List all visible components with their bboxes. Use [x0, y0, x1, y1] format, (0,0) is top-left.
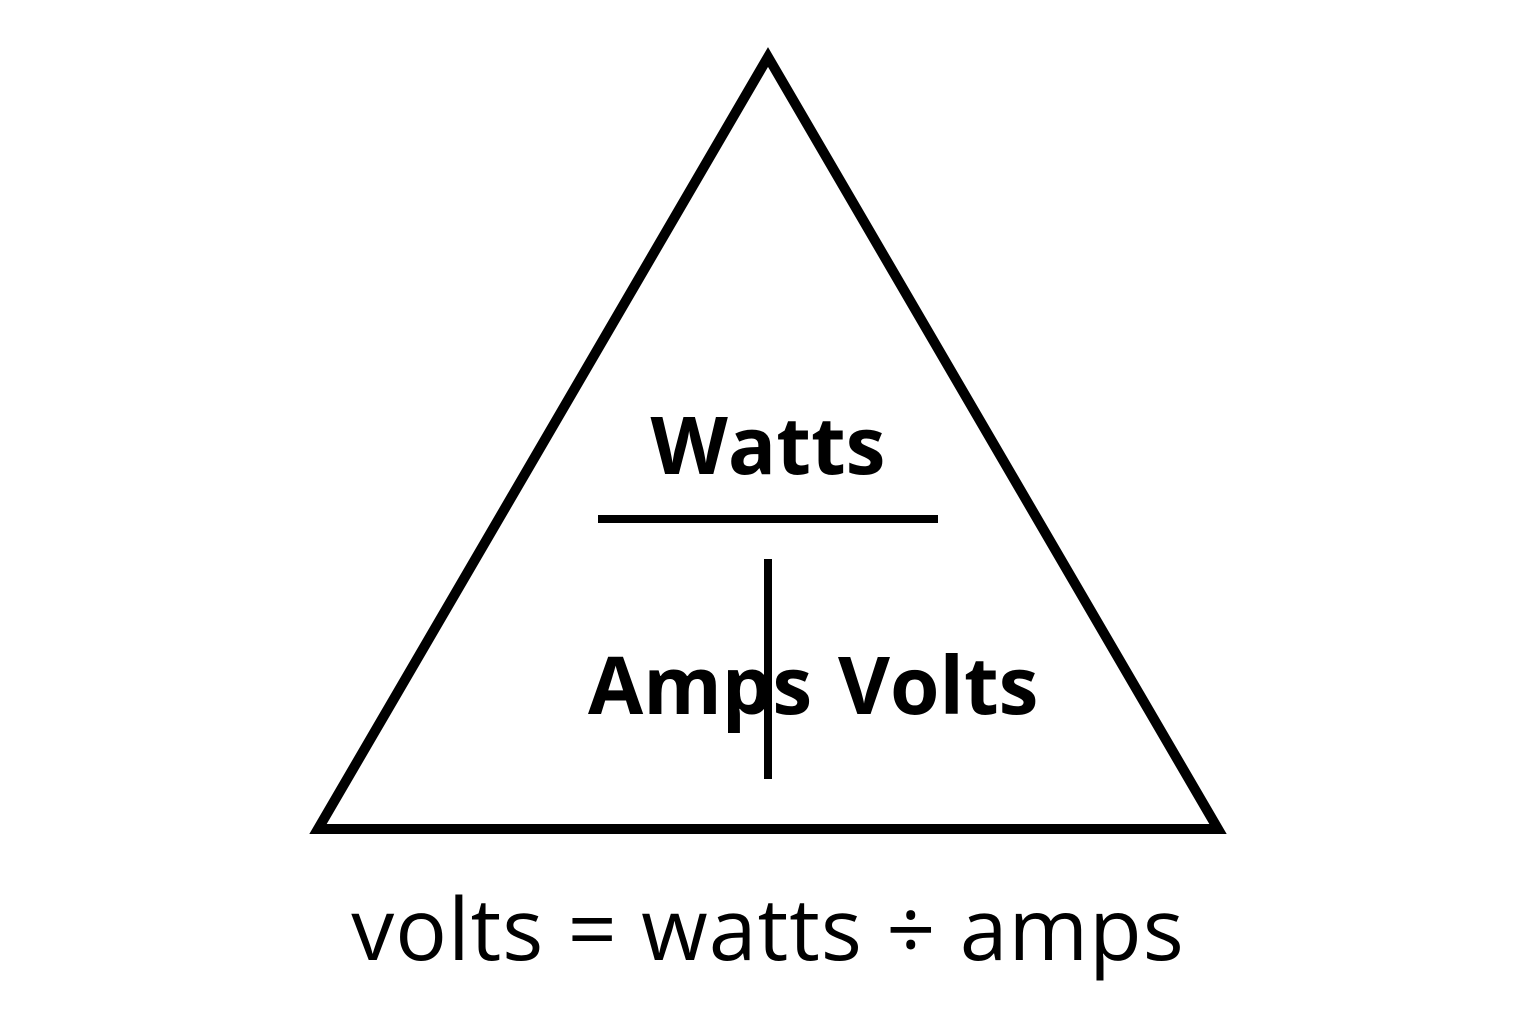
- top-label: Watts: [651, 389, 886, 498]
- bottom-right-label: Volts: [838, 629, 1038, 738]
- bottom-left-label: Amps: [588, 629, 812, 738]
- power-triangle-diagram: Watts Amps Volts: [308, 39, 1228, 839]
- formula-text: volts = watts ÷ amps: [351, 869, 1184, 986]
